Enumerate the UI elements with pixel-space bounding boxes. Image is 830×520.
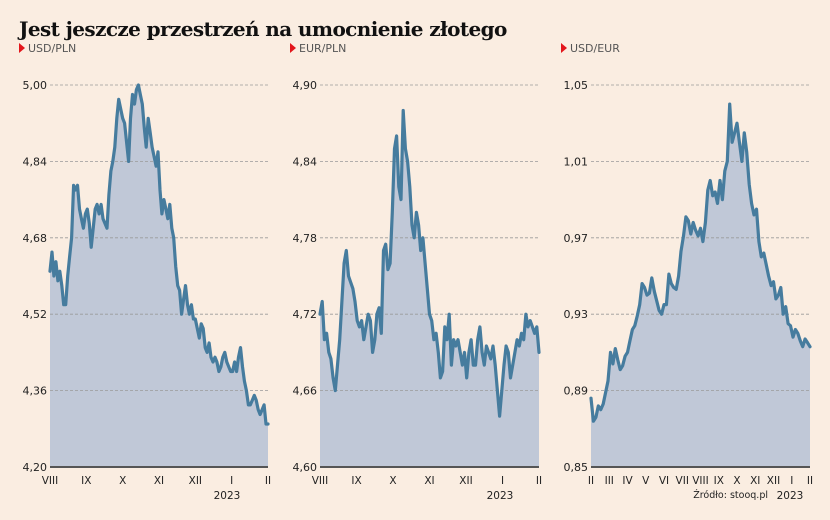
y-tick-label: 4,90 [293, 79, 318, 92]
y-tick-label: 4,66 [293, 385, 318, 398]
y-tick-label: 0,93 [564, 308, 589, 321]
year-label: 2023 [214, 490, 241, 502]
y-tick-label: 4,52 [23, 308, 48, 321]
y-tick-label: 1,05 [564, 79, 589, 92]
y-tick-label: 4,68 [23, 232, 48, 245]
x-tick-label: I [790, 475, 793, 487]
y-tick-label: 4,20 [23, 461, 48, 474]
x-tick-label: X [119, 475, 126, 487]
y-tick-label: 0,85 [564, 461, 589, 474]
x-tick-label: XII [767, 475, 780, 487]
area-fill-2 [591, 104, 810, 467]
red-triangle-icon [561, 43, 567, 53]
x-tick-label: X [733, 475, 740, 487]
series-line-0 [48, 83, 270, 426]
series-line-1 [318, 108, 541, 418]
area-fill-0 [50, 85, 268, 467]
x-tick-label: IX [81, 475, 91, 487]
chart-title: Jest jeszcze przestrzeń na umocnienie zł… [19, 17, 507, 41]
panel-label-eur-pln: EUR/PLN [290, 42, 346, 55]
area-fill-1 [320, 110, 539, 467]
y-tick-label: 5,00 [23, 79, 48, 92]
x-tick-label: VIII [692, 475, 708, 487]
x-tick-label: I [230, 475, 233, 487]
y-tick-label: 0,97 [564, 232, 589, 245]
panel-title: EUR/PLN [299, 42, 347, 55]
y-tick-label: 0,89 [564, 385, 589, 398]
y-tick-label: 4,60 [293, 461, 318, 474]
panel-label-usd-eur: USD/EUR [561, 42, 620, 55]
source-label: Źródło: stooq.pl [693, 489, 768, 501]
x-tick-label: I [501, 475, 504, 487]
y-tick-label: 4,84 [293, 155, 318, 168]
x-tick-label: II [807, 475, 813, 487]
panel-label-usd-pln: USD/PLN [19, 42, 76, 55]
x-tick-label: XI [154, 475, 164, 487]
year-label: 2023 [487, 490, 514, 502]
year-label: 2023 [777, 490, 804, 502]
x-tick-label: VII [676, 475, 689, 487]
x-tick-label: II [265, 475, 271, 487]
x-tick-label: X [389, 475, 396, 487]
x-tick-label: VI [659, 475, 669, 487]
red-triangle-icon [19, 43, 25, 53]
y-tick-label: 4,84 [23, 155, 48, 168]
panel-title: USD/PLN [28, 42, 77, 55]
x-tick-label: VIII [42, 475, 58, 487]
series-line-2 [589, 102, 812, 423]
x-tick-label: XI [750, 475, 760, 487]
x-tick-label: II [536, 475, 542, 487]
x-tick-label: IX [714, 475, 724, 487]
x-tick-label: XII [459, 475, 472, 487]
x-tick-label: XI [424, 475, 434, 487]
y-tick-label: 1,01 [564, 155, 589, 168]
y-tick-label: 4,78 [293, 232, 318, 245]
y-tick-label: 4,72 [293, 308, 318, 321]
x-tick-label: II [588, 475, 594, 487]
x-tick-label: XII [189, 475, 202, 487]
x-tick-label: III [605, 475, 614, 487]
y-tick-label: 4,36 [23, 385, 48, 398]
panel-title: USD/EUR [570, 42, 620, 55]
x-tick-label: IV [622, 475, 633, 487]
x-tick-label: V [642, 475, 650, 487]
x-tick-label: IX [351, 475, 361, 487]
red-triangle-icon [290, 43, 296, 53]
x-tick-label: VIII [312, 475, 328, 487]
